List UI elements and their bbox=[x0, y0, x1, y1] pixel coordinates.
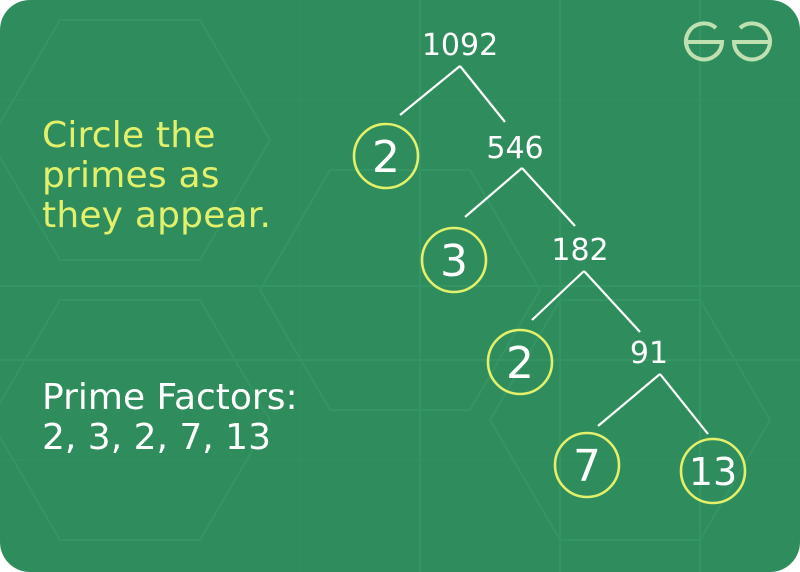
prime-node-3: 3 bbox=[420, 226, 488, 294]
prime-7-label: 7 bbox=[573, 441, 601, 492]
instruction-line-3: they appear. bbox=[42, 195, 272, 236]
prime-13-label: 13 bbox=[689, 450, 737, 494]
instruction-text: Circle the primes as they appear. bbox=[42, 116, 342, 236]
geeksforgeeks-logo-icon bbox=[684, 21, 772, 62]
instruction-line-1: Circle the bbox=[42, 115, 216, 156]
prime-3-label: 3 bbox=[440, 236, 468, 287]
prime-factors-heading: Prime Factors: bbox=[42, 377, 298, 418]
edge-1092-546 bbox=[459, 65, 506, 123]
prime-factors-result: Prime Factors: 2, 3, 2, 7, 13 bbox=[42, 378, 362, 458]
prime-2-second-label: 2 bbox=[506, 338, 534, 389]
prime-node-2-second: 2 bbox=[486, 328, 554, 396]
edge-546-3 bbox=[464, 167, 523, 218]
edge-546-182 bbox=[521, 167, 576, 227]
node-182: 182 bbox=[551, 233, 608, 268]
node-546: 546 bbox=[486, 131, 543, 166]
edge-91-13 bbox=[659, 373, 709, 435]
prime-node-7: 7 bbox=[553, 431, 621, 499]
edge-1092-2 bbox=[399, 65, 461, 116]
edge-182-2 bbox=[531, 270, 585, 321]
prime-2-first-label: 2 bbox=[372, 132, 400, 183]
node-91: 91 bbox=[630, 336, 668, 371]
edge-91-7 bbox=[597, 373, 661, 427]
prime-node-2-first: 2 bbox=[352, 122, 420, 190]
prime-node-13: 13 bbox=[679, 437, 747, 505]
prime-factors-list: 2, 3, 2, 7, 13 bbox=[42, 417, 271, 458]
edge-182-91 bbox=[583, 270, 641, 333]
node-1092: 1092 bbox=[422, 28, 498, 63]
instruction-line-2: primes as bbox=[42, 155, 220, 196]
